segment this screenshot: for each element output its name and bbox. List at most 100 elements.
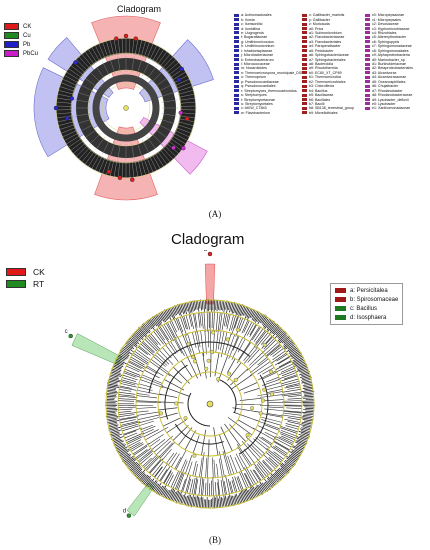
branch <box>142 429 154 435</box>
leaf-branch <box>252 485 258 497</box>
branch <box>199 312 202 327</box>
root-node <box>123 105 129 111</box>
taxa-item: c2: Devosiaceae <box>365 22 430 26</box>
leaf-branch <box>125 344 133 350</box>
leaf-branch <box>239 492 245 504</box>
leaf-branch <box>255 486 261 495</box>
branch <box>130 356 145 366</box>
leaf-branch <box>188 303 191 313</box>
branch <box>178 427 193 446</box>
legend-item-cu: Cu <box>4 31 38 40</box>
leaf-branch <box>296 443 305 449</box>
branch <box>255 330 266 344</box>
leaf-branch <box>230 302 234 312</box>
branch <box>130 442 144 451</box>
leaf-branch <box>300 374 311 378</box>
taxa-label: a2: Flavobacteriaceae <box>309 35 345 40</box>
branch <box>282 410 302 414</box>
leaf-branch <box>298 431 310 436</box>
branch <box>261 436 273 445</box>
branch <box>147 434 164 445</box>
taxa-item: d9: Lysobacter_defluvii <box>365 97 430 102</box>
leaf-branch <box>216 299 219 312</box>
clade-branch <box>142 61 150 77</box>
leaf-branch <box>155 313 163 324</box>
taxa-item: m: Nocardioides <box>234 66 302 70</box>
branch <box>251 327 261 341</box>
branch <box>270 346 282 356</box>
leaf-branch <box>304 388 314 391</box>
branch <box>158 401 184 404</box>
legend-label-rt-b: RT <box>33 279 45 289</box>
branch <box>219 451 225 477</box>
branch <box>151 460 165 476</box>
legend-item-pbcu: PbCu <box>4 49 38 58</box>
leaf-branch <box>251 486 257 497</box>
leaf-branch <box>303 382 312 385</box>
branch <box>279 427 298 434</box>
leaf-branch <box>283 461 292 468</box>
branch <box>161 448 172 461</box>
branch <box>119 386 137 391</box>
taxa-swatch <box>234 75 239 79</box>
branch <box>123 430 137 436</box>
leaf-branch <box>251 310 256 318</box>
branch <box>210 352 212 378</box>
taxa-item: f: Bogaraflaceae <box>234 35 302 39</box>
branch <box>198 475 202 496</box>
leaf-branch <box>68 68 82 78</box>
leaf-branch <box>244 308 250 319</box>
branch <box>140 453 154 465</box>
clade-branch <box>157 84 173 92</box>
branch <box>205 457 208 478</box>
branch <box>194 313 198 328</box>
leaf-branch <box>283 338 291 344</box>
leaf-branch <box>291 351 301 358</box>
leaf-branch <box>272 473 280 481</box>
branch <box>285 423 300 428</box>
taxa-label: t: Streptomycetaceae <box>241 97 275 102</box>
taxa-swatch <box>365 71 370 75</box>
branch <box>268 413 284 417</box>
cladogram-b: b c d <box>65 250 315 518</box>
branch <box>261 339 277 354</box>
taxa-label: b2: Thermomicrobiales <box>309 79 346 84</box>
branch <box>238 341 251 360</box>
clade-branch <box>136 58 143 74</box>
branch <box>253 328 264 342</box>
taxa-swatch <box>302 44 307 48</box>
leaf-branch <box>134 468 143 477</box>
taxa-swatch <box>302 80 307 84</box>
branch <box>186 478 192 494</box>
branch <box>146 455 161 471</box>
leaf-branch <box>114 442 123 447</box>
leaf-branch <box>264 481 271 491</box>
leaf-branch <box>237 304 241 315</box>
taxa-item: b0: EC80_XT_CP89 <box>302 71 370 75</box>
branch <box>219 312 223 332</box>
branch <box>192 435 200 454</box>
branch <box>206 312 209 332</box>
leaf-branch <box>272 327 282 337</box>
leaf-branch <box>161 311 168 321</box>
taxa-swatch <box>335 297 346 302</box>
leaf-branch <box>284 459 295 468</box>
leaf-branch <box>277 468 285 476</box>
leaf-branch <box>106 386 117 389</box>
branch <box>170 471 179 488</box>
branch <box>148 334 158 345</box>
branch <box>162 325 173 342</box>
leaf-branch <box>175 78 190 86</box>
branch <box>124 432 138 439</box>
leaf-branch <box>303 384 313 388</box>
leaf-branch <box>119 450 130 457</box>
branch <box>128 439 142 447</box>
leaf-branch <box>163 489 168 498</box>
branch <box>156 352 170 365</box>
taxa-label: q: Pseudonocardiales <box>241 84 276 89</box>
leaf-branch <box>107 380 118 384</box>
branch <box>281 414 302 419</box>
taxa-column-3: c0: Micropepsaceae c1: Micropepsales c2: D… <box>365 13 430 111</box>
leaf-branch <box>175 130 190 138</box>
branch <box>264 424 280 431</box>
